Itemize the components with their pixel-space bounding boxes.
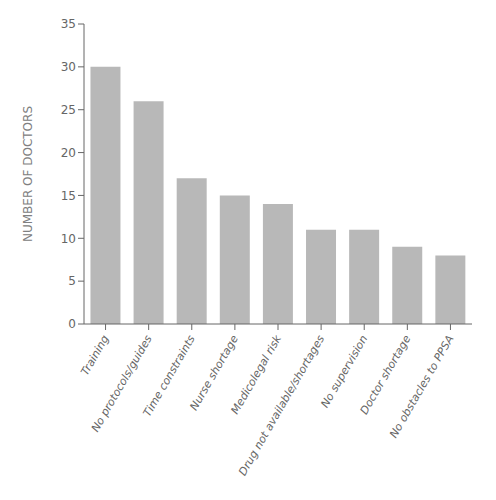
svg-text:Nurse shortage: Nurse shortage xyxy=(187,333,241,413)
svg-text:Time constraints: Time constraints xyxy=(140,333,198,420)
svg-text:Doctor shortage: Doctor shortage xyxy=(357,333,414,417)
svg-text:30: 30 xyxy=(61,60,76,74)
svg-text:No obstacles to PPSA: No obstacles to PPSA xyxy=(387,333,456,440)
svg-text:35: 35 xyxy=(61,17,76,31)
svg-text:0: 0 xyxy=(68,317,76,331)
svg-text:20: 20 xyxy=(61,146,76,160)
svg-text:5: 5 xyxy=(68,274,76,288)
svg-text:15: 15 xyxy=(61,189,76,203)
svg-text:Medicolegal risk: Medicolegal risk xyxy=(228,333,285,417)
svg-text:25: 25 xyxy=(61,103,76,117)
svg-text:No protocols/guides: No protocols/guides xyxy=(89,333,155,435)
svg-text:NUMBER OF DOCTORS: NUMBER OF DOCTORS xyxy=(21,106,35,242)
svg-text:10: 10 xyxy=(61,232,76,246)
svg-text:Training: Training xyxy=(78,333,111,378)
svg-text:Drug not available/shortages: Drug not available/shortages xyxy=(236,333,327,478)
svg-text:No supervision: No supervision xyxy=(318,333,370,410)
